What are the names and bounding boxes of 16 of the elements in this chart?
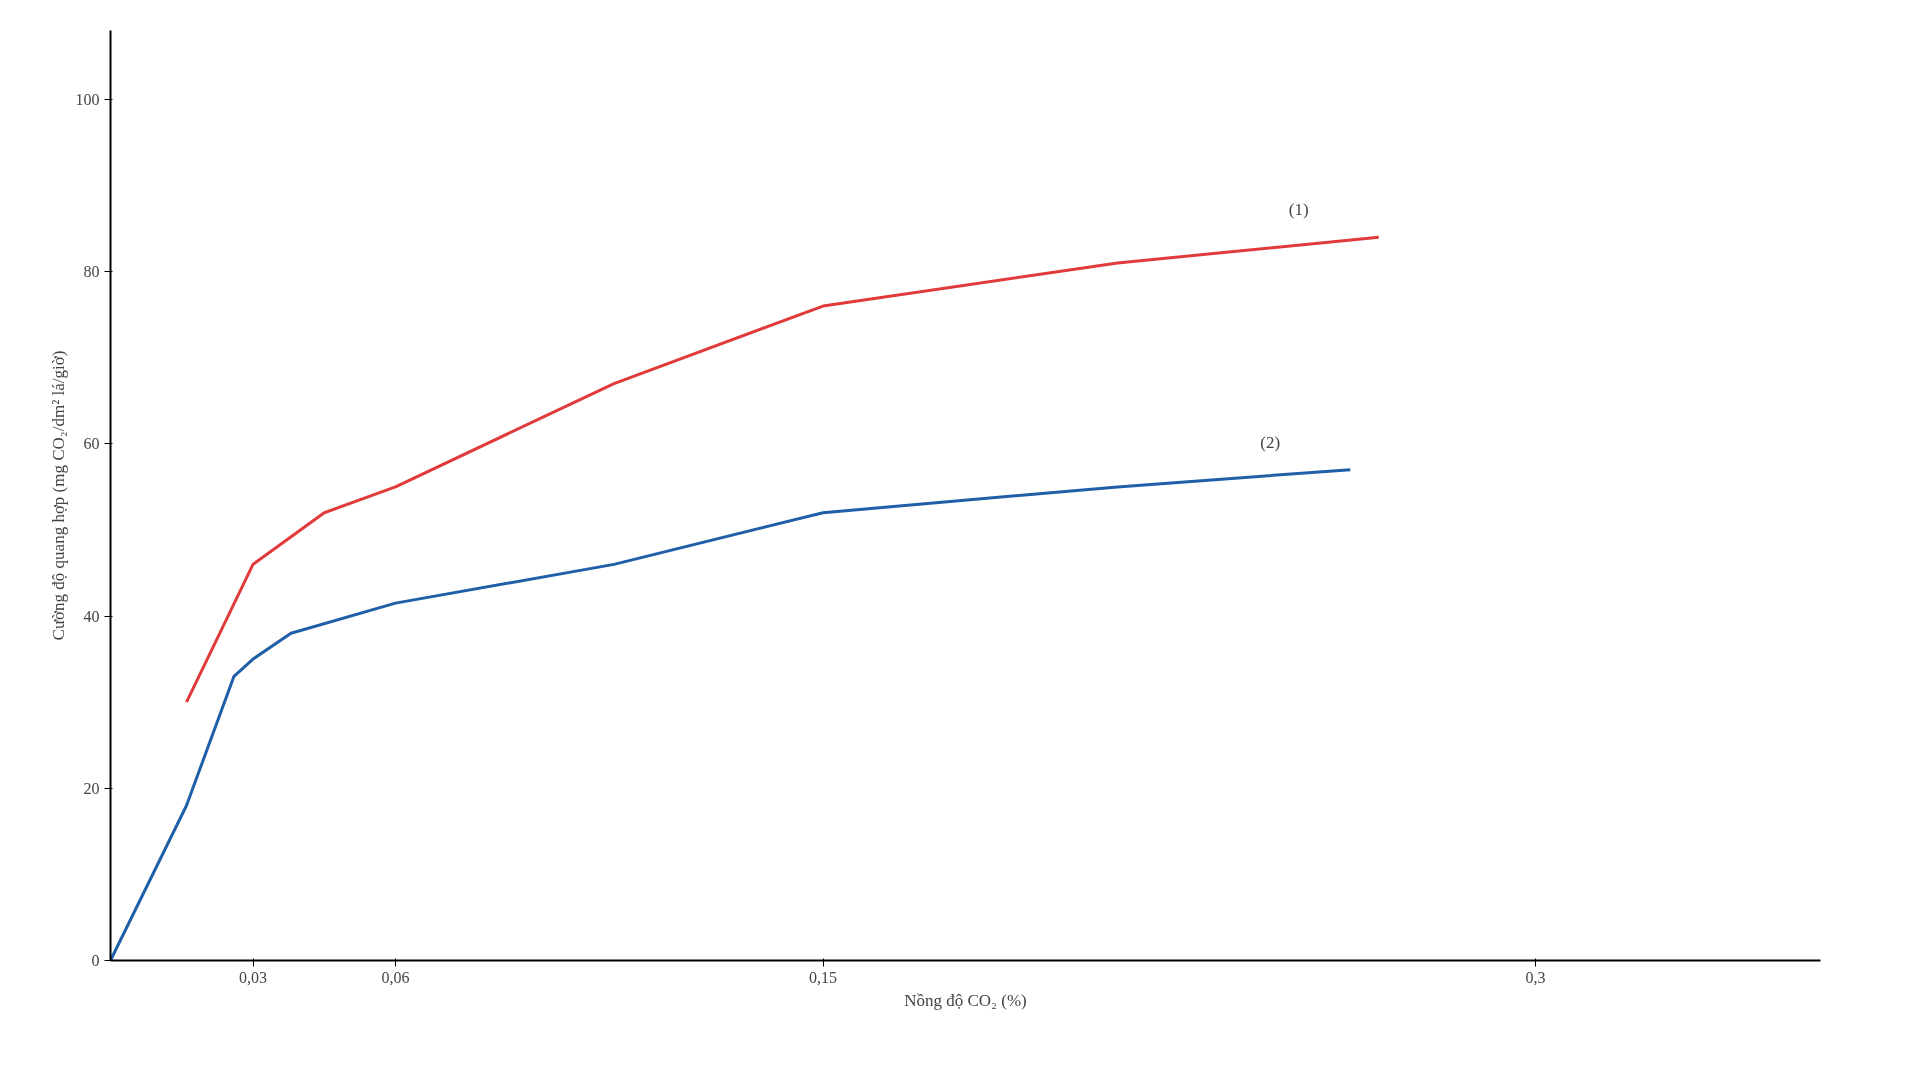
y-axis-title: Cường độ quang hợp (mg CO₂/dm² lá/giờ)	[48, 350, 68, 641]
y-tick-label: 80	[83, 263, 100, 281]
line-series	[185, 235, 1381, 704]
y-tick-label: 60	[83, 435, 100, 453]
y-tick-label: 40	[83, 607, 100, 625]
x-tick-label: 0,15	[809, 968, 837, 986]
line-series	[110, 468, 1352, 961]
series-label: (1)	[1288, 200, 1309, 220]
x-tick-label: 0,03	[239, 968, 267, 986]
y-tick-label: 20	[83, 779, 100, 797]
x-tick-label: 0,3	[1525, 968, 1546, 986]
x-axis-title: Nồng độ CO₂ (%)	[904, 990, 1027, 1010]
x-tick-label: 0,06	[381, 968, 410, 986]
y-tick-label: 100	[75, 90, 100, 108]
y-tick-label: 0	[91, 952, 100, 969]
series-label: (2)	[1260, 432, 1281, 452]
